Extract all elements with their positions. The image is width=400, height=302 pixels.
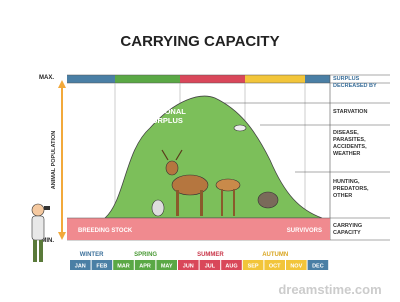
axis-label: ANIMAL POPULATION: [51, 131, 57, 189]
month-label: SEP: [248, 264, 259, 270]
season-label: WINTER: [80, 252, 104, 258]
season-label: SUMMER: [197, 252, 224, 258]
season-bar: [67, 75, 115, 83]
axis-max: MAX.: [39, 75, 54, 81]
month-label: OCT: [269, 264, 281, 270]
month-label: JUL: [205, 264, 216, 270]
season-bar: [305, 75, 330, 83]
month-label: NOV: [290, 264, 302, 270]
month-cell: [134, 260, 156, 270]
curve-label: SEASONAL SURPLUS: [144, 107, 186, 125]
axis-min: MIN.: [41, 238, 54, 244]
month-label: MAR: [117, 264, 130, 270]
side-label: OTHER: [333, 193, 352, 199]
month-cell: [178, 260, 199, 270]
season-bar: [115, 75, 180, 83]
season-bar: [180, 75, 245, 83]
side-label: HUNTING,: [333, 179, 360, 185]
month-cell: [70, 260, 91, 270]
watermark: dreamstime.com: [278, 282, 381, 297]
animals: [151, 124, 279, 217]
month-label: APR: [139, 264, 151, 270]
month-label: DEC: [312, 264, 324, 270]
month-cell: [221, 260, 242, 270]
season-bar: [245, 75, 305, 83]
month-cell: [286, 260, 307, 270]
month-label: MAY: [161, 264, 173, 270]
title: CARRYING CAPACITY: [120, 33, 279, 50]
surplus-area: [103, 95, 323, 219]
season-label: AUTUMN: [262, 252, 288, 258]
side-label: ACCIDENTS,: [333, 144, 367, 150]
side-label: PARASITES,: [333, 137, 366, 143]
side-label: WEATHER: [333, 151, 360, 157]
month-cell: [307, 260, 329, 270]
month-cell: [156, 260, 177, 270]
side-label: DISEASE,: [333, 130, 359, 136]
month-cell: [242, 260, 264, 270]
side-label: SURPLUS: [333, 76, 360, 82]
month-label: AUG: [225, 264, 237, 270]
band-label: SURVIVORS: [287, 228, 322, 234]
month-label: FEB: [96, 264, 107, 270]
month-label: JAN: [75, 264, 86, 270]
side-label: CARRYING: [333, 223, 362, 229]
month-cell: [91, 260, 113, 270]
person: [31, 203, 50, 262]
side-label: DECREASED BY: [333, 83, 377, 89]
season-label: SPRING: [134, 252, 157, 258]
month-cell: [264, 260, 285, 270]
side-label: CAPACITY: [333, 230, 361, 236]
month-cell: [113, 260, 134, 270]
band-label: BREEDING STOCK: [78, 228, 133, 234]
month-cell: [199, 260, 221, 270]
side-label: PREDATORS,: [333, 186, 369, 192]
breeding-band: [67, 218, 330, 240]
month-label: JUN: [183, 264, 194, 270]
side-label: STARVATION: [333, 109, 367, 115]
